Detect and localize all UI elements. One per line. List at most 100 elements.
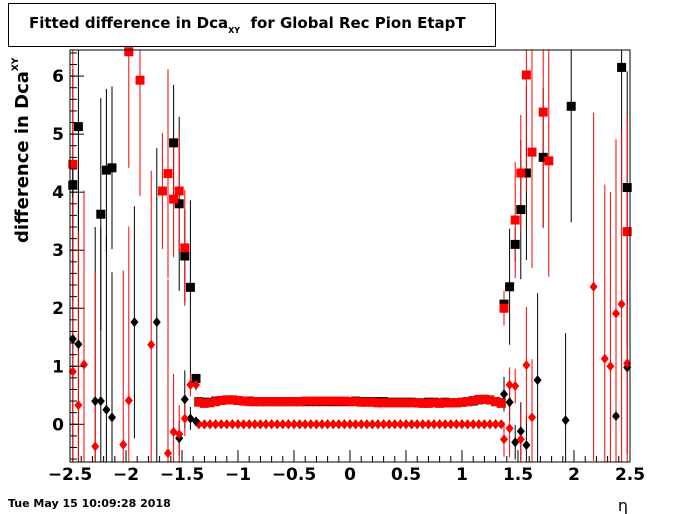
diamond-marker	[418, 419, 427, 430]
square-marker	[384, 398, 394, 408]
x-tick-label: 1.5	[503, 465, 533, 485]
diamond-marker	[424, 419, 433, 430]
square-marker	[311, 396, 321, 406]
y-tick-label: 1	[52, 357, 64, 377]
diamond-marker	[267, 419, 276, 430]
diamond-marker	[390, 419, 399, 430]
diamond-marker	[505, 397, 514, 408]
diamond-marker	[192, 416, 200, 427]
square-marker	[491, 397, 501, 407]
diamond-marker	[396, 419, 405, 430]
diamond-marker	[407, 419, 416, 430]
square-marker	[211, 397, 221, 407]
square-marker	[163, 169, 173, 179]
diamond-marker	[211, 419, 220, 430]
square-marker	[451, 398, 461, 408]
square-marker	[278, 397, 288, 407]
square-marker	[617, 62, 627, 72]
diamond-marker	[206, 419, 214, 430]
diamond-marker	[124, 395, 133, 406]
chart-title-main: Fitted difference in Dca	[29, 14, 229, 32]
square-marker	[435, 398, 445, 408]
y-axis-ticks: 0 1 2 3 4 5 6	[52, 52, 84, 460]
diamond-marker	[256, 419, 265, 430]
square-marker	[407, 398, 417, 408]
diamond-marker	[561, 415, 570, 426]
x-tick-label: 2	[568, 465, 580, 485]
square-marker	[295, 397, 305, 407]
diamond-marker	[469, 419, 478, 430]
diamond-marker	[458, 419, 466, 430]
diamond-marker	[430, 419, 438, 430]
diamond-marker	[102, 404, 111, 415]
diamond-marker	[452, 419, 461, 430]
square-marker	[362, 397, 372, 407]
diamond-marker	[516, 426, 525, 437]
diamond-marker	[239, 419, 248, 430]
chart-title-box: Fitted difference in DcaXY for Global Re…	[8, 3, 496, 47]
diamond-marker	[119, 439, 128, 450]
square-marker	[367, 397, 377, 407]
square-marker	[516, 205, 526, 215]
diamond-marker	[245, 419, 254, 430]
diamond-marker	[130, 317, 139, 328]
timestamp: Tue May 15 10:09:28 2018	[8, 497, 171, 510]
diamond-marker	[234, 419, 242, 430]
diamond-marker	[186, 379, 195, 390]
square-marker	[73, 122, 83, 132]
diamond-marker	[385, 419, 394, 430]
diamond-marker	[192, 379, 200, 390]
diamond-marker	[612, 411, 620, 422]
markers-layer	[68, 47, 632, 459]
square-marker	[356, 397, 366, 407]
diamond-marker	[368, 419, 377, 430]
square-marker	[289, 397, 299, 407]
diamond-marker	[600, 353, 609, 364]
diamond-marker	[290, 419, 298, 430]
y-tick-label: 3	[52, 241, 64, 261]
square-marker	[505, 282, 515, 292]
chart-title-subscript: XY	[228, 26, 241, 35]
square-marker	[174, 199, 184, 209]
diamond-marker	[413, 419, 422, 430]
x-tick-label: −0.5	[272, 465, 316, 485]
square-marker	[169, 194, 179, 204]
square-marker	[440, 398, 450, 408]
square-marker	[205, 398, 215, 408]
square-marker	[185, 282, 195, 292]
square-marker	[538, 107, 548, 117]
diamond-marker	[250, 419, 259, 430]
y-axis-label: difference in DcaXY	[11, 57, 33, 243]
diamond-marker	[108, 412, 116, 423]
square-marker	[244, 397, 254, 407]
square-marker	[191, 373, 201, 383]
diamond-marker	[323, 419, 332, 430]
y-axis-label-main: difference in Dca	[12, 71, 33, 243]
diamond-marker	[528, 412, 536, 423]
square-marker	[516, 168, 526, 178]
diamond-marker	[402, 419, 410, 430]
square-marker	[339, 396, 349, 406]
square-marker	[101, 165, 111, 175]
square-marker	[418, 398, 428, 408]
y-tick-label: 2	[52, 299, 64, 319]
diamond-marker	[480, 419, 489, 430]
diamond-marker	[306, 419, 315, 430]
square-marker	[401, 398, 411, 408]
diamond-marker	[180, 394, 189, 405]
square-marker	[510, 239, 520, 249]
diamond-marker	[284, 419, 293, 430]
diamond-marker	[329, 419, 338, 430]
square-marker	[169, 138, 179, 148]
diamond-marker	[91, 396, 100, 407]
square-marker	[544, 156, 554, 166]
square-marker	[373, 398, 383, 408]
diamond-marker	[200, 419, 209, 430]
diamond-marker	[623, 358, 632, 369]
square-marker	[328, 396, 338, 406]
chart-title: Fitted difference in DcaXY for Global Re…	[29, 14, 466, 35]
chart-title-suffix: for Global Rec Pion EtapT	[240, 14, 466, 32]
diamond-marker	[379, 419, 388, 430]
diamond-marker	[522, 440, 531, 451]
diamond-marker	[511, 380, 520, 391]
